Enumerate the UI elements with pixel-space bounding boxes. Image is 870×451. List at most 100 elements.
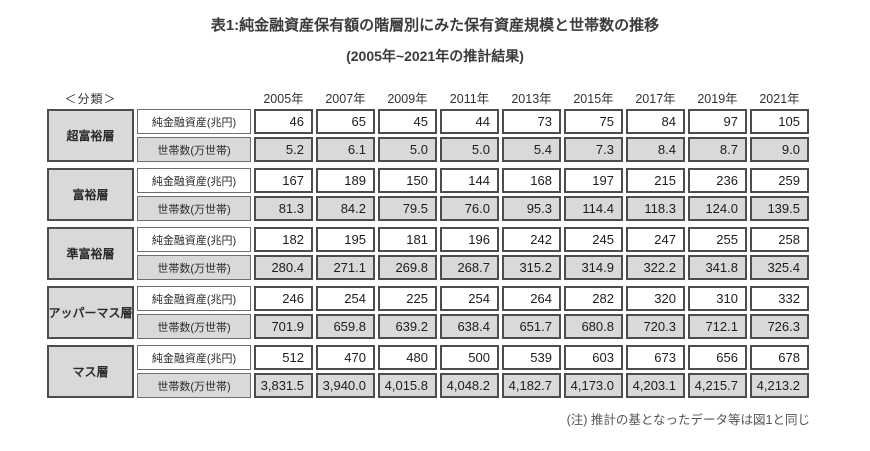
row-label-assets: 純金融資産(兆円) xyxy=(137,227,251,252)
household-value-cell: 114.4 xyxy=(564,196,623,221)
household-value-cell: 271.1 xyxy=(316,255,375,280)
household-value-cell: 4,203.1 xyxy=(626,373,685,398)
tier-name: 準富裕層 xyxy=(47,227,134,280)
asset-value-cell: 470 xyxy=(316,345,375,370)
classification-label: ＜分類＞ xyxy=(64,92,117,106)
asset-value-cell: 259 xyxy=(750,168,809,193)
year-header: 2005年 xyxy=(263,92,304,106)
asset-value-cell: 84 xyxy=(626,109,685,134)
household-value-cell: 3,940.0 xyxy=(316,373,375,398)
household-value-cell: 5.2 xyxy=(254,137,313,162)
household-value-cell: 5.0 xyxy=(440,137,499,162)
row-label-assets: 純金融資産(兆円) xyxy=(137,345,251,370)
household-value-cell: 639.2 xyxy=(378,314,437,339)
household-value-cell: 5.4 xyxy=(502,137,561,162)
row-label-assets: 純金融資産(兆円) xyxy=(137,109,251,134)
household-value-cell: 139.5 xyxy=(750,196,809,221)
asset-value-cell: 500 xyxy=(440,345,499,370)
row-label-households: 世帯数(万世帯) xyxy=(137,137,251,162)
asset-value-cell: 181 xyxy=(378,227,437,252)
household-value-cell: 651.7 xyxy=(502,314,561,339)
asset-value-cell: 168 xyxy=(502,168,561,193)
table-header-row: ＜分類＞ 2005年 2007年 2009年 2011年 2013年 2015年 2017年 2… xyxy=(47,88,810,106)
asset-value-cell: 215 xyxy=(626,168,685,193)
household-value-cell: 4,215.7 xyxy=(688,373,747,398)
tier-group: 準富裕層 純金融資産(兆円) 182 195 181 196 242 245 247 255 258… xyxy=(47,227,810,280)
tier-group: 超富裕層 純金融資産(兆円) 46 65 45 44 73 75 84 97 105 世帯数(万世帯)… xyxy=(47,109,810,162)
asset-value-cell: 97 xyxy=(688,109,747,134)
asset-value-cell: 258 xyxy=(750,227,809,252)
year-header: 2019年 xyxy=(697,92,738,106)
household-value-cell: 4,048.2 xyxy=(440,373,499,398)
asset-value-cell: 197 xyxy=(564,168,623,193)
asset-value-cell: 310 xyxy=(688,286,747,311)
year-header: 2021年 xyxy=(759,92,800,106)
asset-table: ＜分類＞ 2005年 2007年 2009年 2011年 2013年 2015年 2017年 2… xyxy=(47,88,810,398)
year-header: 2015年 xyxy=(573,92,614,106)
household-value-cell: 268.7 xyxy=(440,255,499,280)
household-value-cell: 95.3 xyxy=(502,196,561,221)
asset-value-cell: 44 xyxy=(440,109,499,134)
asset-value-cell: 656 xyxy=(688,345,747,370)
household-value-cell: 4,015.8 xyxy=(378,373,437,398)
asset-value-cell: 225 xyxy=(378,286,437,311)
household-value-cell: 6.1 xyxy=(316,137,375,162)
household-value-cell: 269.8 xyxy=(378,255,437,280)
asset-value-cell: 182 xyxy=(254,227,313,252)
household-value-cell: 712.1 xyxy=(688,314,747,339)
household-value-cell: 659.8 xyxy=(316,314,375,339)
household-value-cell: 726.3 xyxy=(750,314,809,339)
asset-value-cell: 264 xyxy=(502,286,561,311)
tier-name: 富裕層 xyxy=(47,168,134,221)
year-header: 2007年 xyxy=(325,92,366,106)
asset-value-cell: 539 xyxy=(502,345,561,370)
household-value-cell: 118.3 xyxy=(626,196,685,221)
figure-title: 表1:純金融資産保有額の階層別にみた保有資産規模と世帯数の推移 xyxy=(210,17,660,34)
household-value-cell: 4,213.2 xyxy=(750,373,809,398)
asset-value-cell: 196 xyxy=(440,227,499,252)
figure-note: (注) 推計の基となったデータ等は図1と同じ xyxy=(566,413,810,427)
tier-name: アッパーマス層 xyxy=(47,286,134,339)
asset-value-cell: 678 xyxy=(750,345,809,370)
row-label-households: 世帯数(万世帯) xyxy=(137,196,251,221)
household-value-cell: 680.8 xyxy=(564,314,623,339)
asset-value-cell: 105 xyxy=(750,109,809,134)
household-value-cell: 4,182.7 xyxy=(502,373,561,398)
row-label-assets: 純金融資産(兆円) xyxy=(137,286,251,311)
year-header: 2013年 xyxy=(511,92,552,106)
asset-value-cell: 512 xyxy=(254,345,313,370)
year-header: 2009年 xyxy=(387,92,428,106)
asset-value-cell: 144 xyxy=(440,168,499,193)
household-value-cell: 84.2 xyxy=(316,196,375,221)
asset-value-cell: 236 xyxy=(688,168,747,193)
household-value-cell: 325.4 xyxy=(750,255,809,280)
asset-value-cell: 46 xyxy=(254,109,313,134)
household-value-cell: 79.5 xyxy=(378,196,437,221)
figure-subtitle: (2005年~2021年の推計結果) xyxy=(346,48,524,64)
tier-name: 超富裕層 xyxy=(47,109,134,162)
asset-value-cell: 332 xyxy=(750,286,809,311)
asset-value-cell: 480 xyxy=(378,345,437,370)
household-value-cell: 322.2 xyxy=(626,255,685,280)
row-label-assets: 純金融資産(兆円) xyxy=(137,168,251,193)
household-value-cell: 315.2 xyxy=(502,255,561,280)
asset-value-cell: 167 xyxy=(254,168,313,193)
asset-value-cell: 242 xyxy=(502,227,561,252)
household-value-cell: 4,173.0 xyxy=(564,373,623,398)
asset-value-cell: 75 xyxy=(564,109,623,134)
asset-value-cell: 246 xyxy=(254,286,313,311)
row-label-households: 世帯数(万世帯) xyxy=(137,255,251,280)
asset-value-cell: 254 xyxy=(316,286,375,311)
household-value-cell: 7.3 xyxy=(564,137,623,162)
tier-group: アッパーマス層 純金融資産(兆円) 246 254 225 254 264 282 320 310… xyxy=(47,286,810,339)
household-value-cell: 124.0 xyxy=(688,196,747,221)
household-value-cell: 314.9 xyxy=(564,255,623,280)
asset-value-cell: 189 xyxy=(316,168,375,193)
household-value-cell: 341.8 xyxy=(688,255,747,280)
household-value-cell: 638.4 xyxy=(440,314,499,339)
asset-value-cell: 320 xyxy=(626,286,685,311)
asset-value-cell: 603 xyxy=(564,345,623,370)
household-value-cell: 76.0 xyxy=(440,196,499,221)
asset-value-cell: 254 xyxy=(440,286,499,311)
tier-group: 富裕層 純金融資産(兆円) 167 189 150 144 168 197 215 236 259 世… xyxy=(47,168,810,221)
